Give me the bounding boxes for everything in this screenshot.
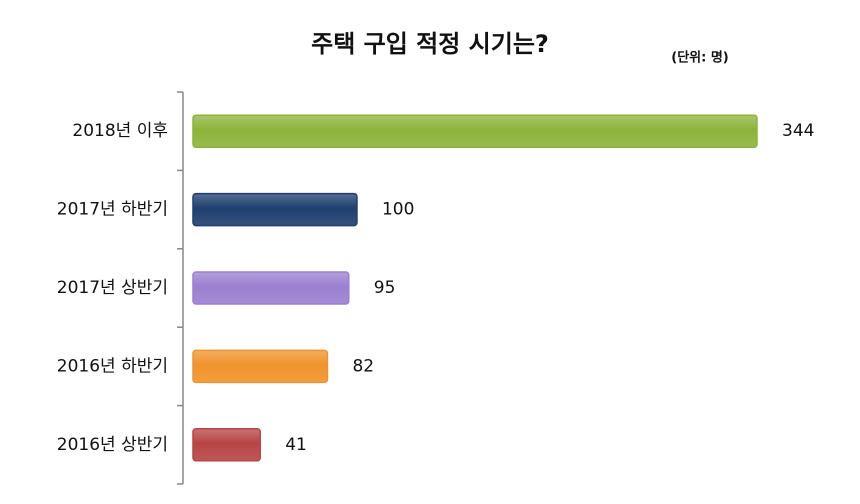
value-label: 95	[374, 278, 396, 298]
bar	[192, 192, 358, 227]
value-label: 82	[352, 356, 374, 376]
chart-title: 주택 구입 적정 시기는?	[311, 30, 549, 58]
value-label: 41	[285, 435, 307, 455]
y-tick-label: 2018년 이후	[72, 121, 168, 141]
y-tick-label: 2017년 상반기	[57, 278, 168, 298]
y-tick-label: 2016년 하반기	[57, 356, 168, 376]
y-tick-label: 2017년 하반기	[57, 200, 168, 220]
bar	[192, 114, 758, 148]
bar	[192, 428, 261, 462]
value-label: 344	[782, 121, 814, 141]
value-label: 100	[382, 200, 414, 220]
bar	[192, 349, 329, 384]
bar	[192, 271, 350, 305]
y-tick-label: 2016년 상반기	[57, 435, 168, 455]
unit-note: (단위: 명)	[671, 50, 729, 66]
